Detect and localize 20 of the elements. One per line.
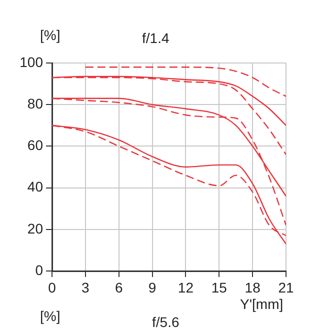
x-tick-label: 18: [244, 279, 261, 296]
text: [%]: [40, 308, 60, 324]
y-tick-label: 100: [20, 54, 44, 70]
x-tick-label: 6: [114, 279, 123, 296]
x-axis-title: Y'[mm]: [240, 296, 284, 312]
y-tick-label: 20: [27, 220, 44, 236]
y-tick-label: 60: [27, 137, 44, 154]
x-tick-label: 12: [178, 279, 194, 296]
text: f/5.6: [152, 314, 180, 330]
y-axis-title: [%]: [40, 27, 60, 43]
chart-title: f/1.4: [142, 30, 170, 46]
x-tick-label: 0: [48, 279, 56, 296]
x-tick-label: 21: [278, 279, 294, 296]
y-tick-label: 40: [27, 178, 44, 195]
x-tick-label: 9: [148, 279, 156, 296]
x-tick-label: 3: [82, 279, 90, 296]
line-series: [84, 66, 286, 97]
y-tick-label: 0: [35, 262, 44, 278]
x-tick-label: 15: [211, 279, 228, 296]
y-tick-label: 80: [27, 95, 44, 112]
